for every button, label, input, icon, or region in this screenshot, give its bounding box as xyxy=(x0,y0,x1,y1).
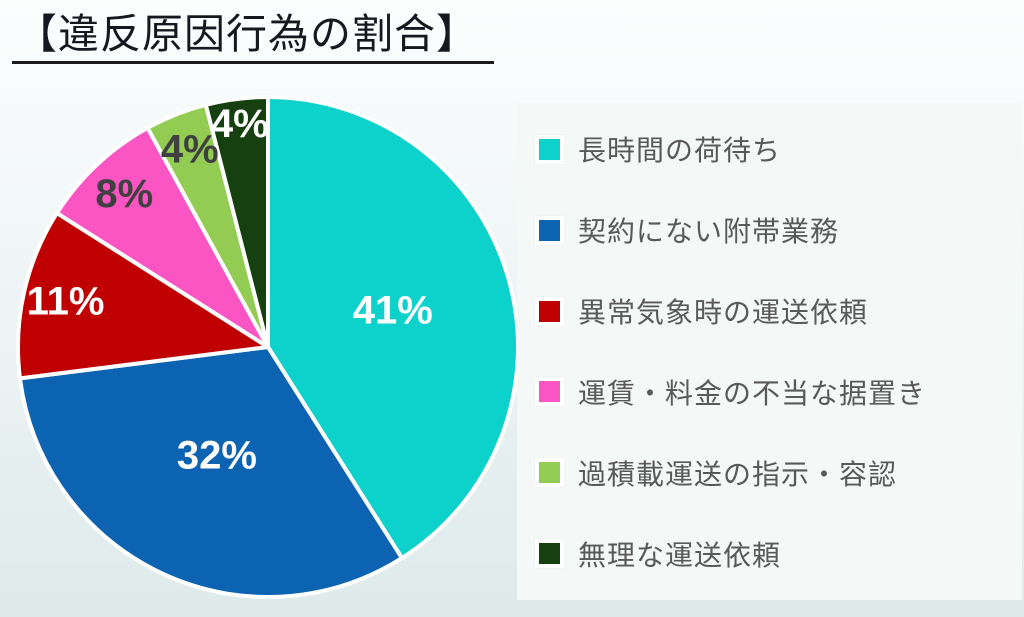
pie-slice-2 xyxy=(16,211,270,381)
legend-swatch-icon xyxy=(535,458,564,488)
legend-item-unfair-fare: 運賃・料金の不当な据置き xyxy=(535,372,1022,412)
legend-label: 無理な運送依頼 xyxy=(578,539,782,571)
pie-slice-1 xyxy=(17,345,404,599)
pie-slice-label-4: 4% xyxy=(161,127,219,171)
pie-slice-label-0: 41% xyxy=(353,289,433,333)
legend-label: 長時間の荷待ち xyxy=(578,135,782,167)
pie-slice-label-2: 11% xyxy=(27,280,105,324)
legend-item-unreasonable-request: 無理な運送依頼 xyxy=(535,534,1022,574)
pie-slice-5 xyxy=(203,95,270,349)
pie-slice-label-3: 8% xyxy=(95,172,153,216)
legend-label: 契約にない附帯業務 xyxy=(578,216,840,248)
legend-swatch-icon xyxy=(535,296,564,326)
pie-slice-label-1: 32% xyxy=(177,434,257,478)
chart-legend: 長時間の荷待ち 契約にない附帯業務 異常気象時の運送依頼 運賃・料金の不当な据置… xyxy=(517,103,1022,600)
legend-swatch-icon xyxy=(535,215,564,245)
legend-label: 過積載運送の指示・容認 xyxy=(578,458,898,490)
legend-swatch-icon xyxy=(535,539,564,569)
legend-label: 運賃・料金の不当な据置き xyxy=(578,377,927,409)
legend-item-abnormal-weather: 異常気象時の運送依頼 xyxy=(535,291,1022,331)
legend-swatch-icon xyxy=(535,377,564,407)
page-title: 【違反原因行為の割合】 xyxy=(12,12,494,65)
pie-slice-3 xyxy=(54,125,270,349)
legend-swatch-icon xyxy=(535,134,564,164)
pie-slice-label-5: 4% xyxy=(211,102,269,146)
pie-chart: 41%32%11%8%4%4% xyxy=(16,95,520,599)
legend-item-overload-instruction: 過積載運送の指示・容認 xyxy=(535,453,1022,493)
legend-item-long-wait: 長時間の荷待ち xyxy=(535,129,1022,169)
legend-item-uncontracted-work: 契約にない附帯業務 xyxy=(535,210,1022,250)
pie-chart-area: 41% 32% 11% 8% 4% 4% xyxy=(8,87,528,607)
legend-label: 異常気象時の運送依頼 xyxy=(578,297,869,329)
